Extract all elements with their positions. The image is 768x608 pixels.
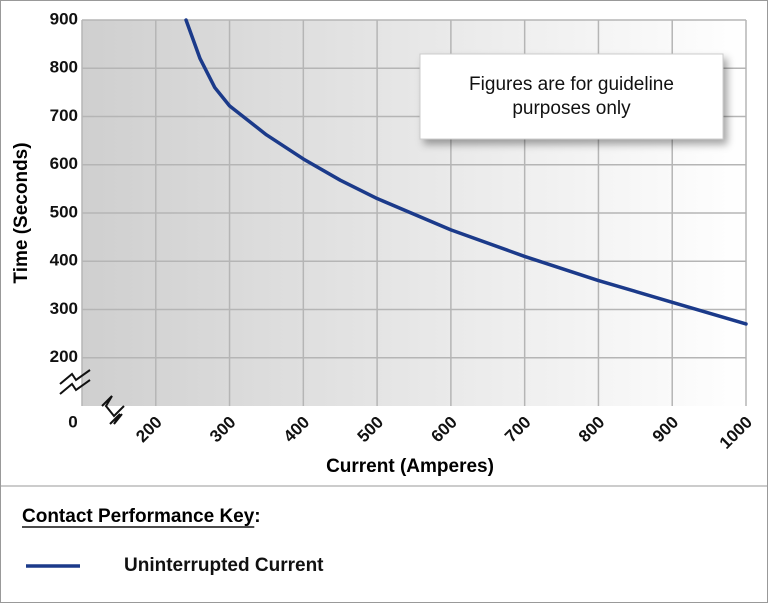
x-tick-label: 400 [280, 413, 313, 446]
legend: Uninterrupted Current [26, 555, 324, 576]
annotation: Figures are for guideline purposes only [469, 73, 674, 119]
legend-label: Uninterrupted Current [124, 555, 324, 576]
legend-title: Contact Performance Key: [22, 506, 261, 527]
x-tick-label: 300 [206, 413, 239, 446]
y-tick-label: 600 [50, 154, 78, 173]
annotation-wrap: Figures are for guideline purposes only [469, 73, 674, 119]
x-tick-label: 600 [427, 413, 460, 446]
break-mark [59, 369, 91, 385]
y-tick-label: 300 [50, 299, 78, 318]
x-tick-label: 700 [501, 413, 534, 446]
break-mark [109, 413, 123, 425]
origin-label: 0 [68, 412, 77, 431]
lines [184, 18, 748, 326]
y-tick-label: 800 [50, 58, 78, 77]
y-tick-label: 200 [50, 347, 78, 366]
y-tick-label: 400 [50, 251, 78, 270]
annotation-box [419, 53, 724, 140]
x-tick-label: 200 [132, 413, 165, 446]
y-tick-label: 500 [50, 202, 78, 221]
y-tick-label: 700 [50, 106, 78, 125]
x-axis-label: Current (Amperes) [326, 456, 494, 477]
break-mark [101, 395, 125, 418]
axis-break-x [101, 395, 125, 425]
y-axis-label: Time (Seconds) [11, 142, 32, 283]
y-tick-label: 900 [50, 9, 78, 28]
x-tick-label: 500 [354, 413, 387, 446]
x-tick-label: 800 [575, 413, 608, 446]
series-line [184, 18, 748, 326]
x-tick-label: 900 [649, 413, 682, 446]
break-mark [59, 379, 91, 395]
x-tick-label: 1000 [716, 413, 756, 453]
axis-break-y [59, 369, 91, 395]
